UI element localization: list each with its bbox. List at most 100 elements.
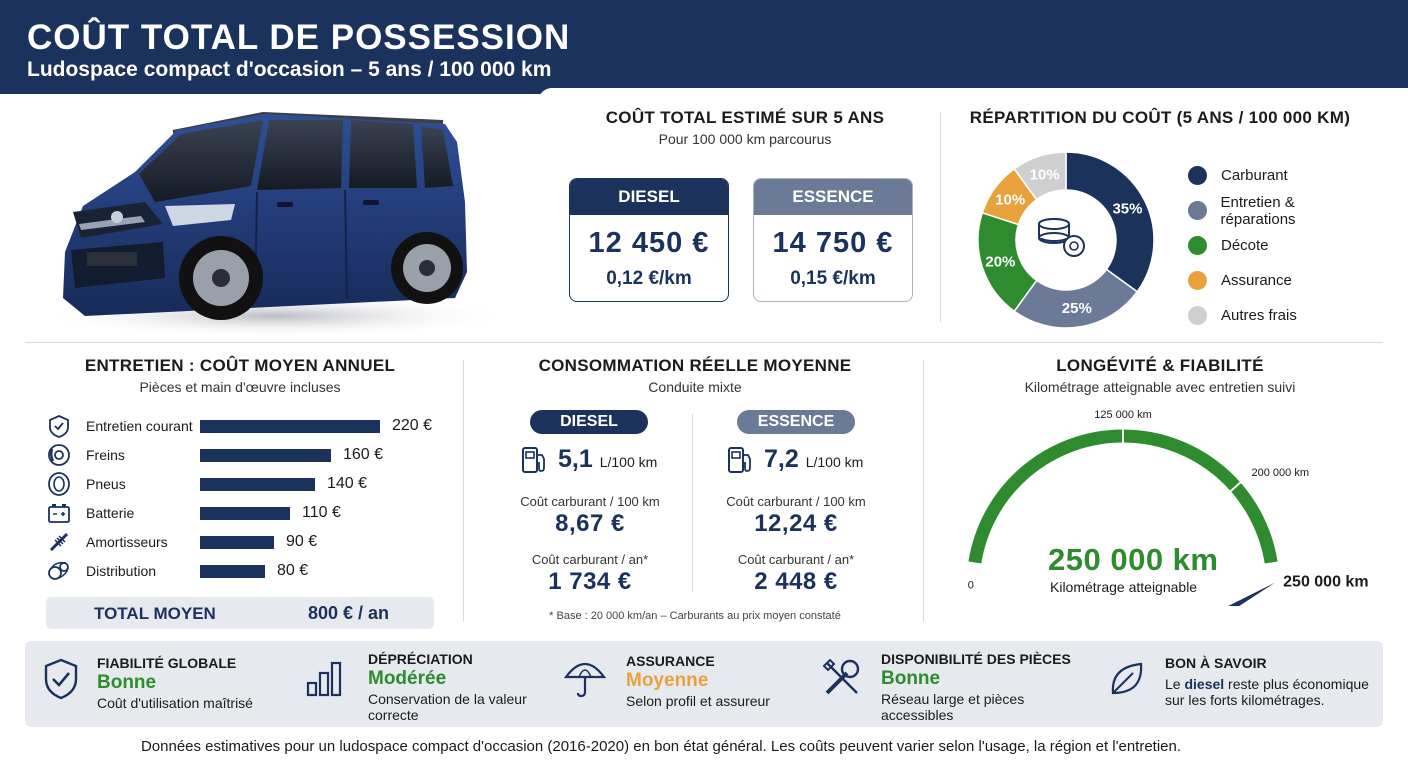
essence-cost-year-label: Coût carburant / an* xyxy=(737,552,855,567)
legend-item: Assurance xyxy=(1188,263,1370,298)
reliability-title: FIABILITÉ GLOBALE xyxy=(97,655,237,671)
insurance-desc: Selon profil et assureur xyxy=(626,693,770,709)
fuel-pump-icon xyxy=(728,447,751,473)
total-cost-section: COÛT TOTAL ESTIMÉ SUR 5 ANS Pour 100 000… xyxy=(560,108,930,318)
mileage-value: 250 000 km xyxy=(1048,542,1219,577)
essence-cost-year: 2 448 € xyxy=(754,568,838,595)
car-illustration xyxy=(25,102,515,338)
essence-pill: ESSENCE xyxy=(737,410,855,434)
maintenance-row: Batterie 110 € xyxy=(46,499,436,527)
total-cost-subtitle: Pour 100 000 km parcourus xyxy=(658,131,832,147)
legend-item: Entretien & réparations xyxy=(1188,193,1370,228)
essence-cost-100: 12,24 € xyxy=(754,510,838,537)
maintenance-row: Pneus 140 € xyxy=(46,470,436,498)
maintenance-item-label: Batterie xyxy=(86,504,135,521)
essence-cost-100-label: Coût carburant / 100 km xyxy=(726,494,866,509)
maintenance-bar xyxy=(200,448,331,462)
essence-rate: 7,2 L/100 km xyxy=(764,445,864,473)
maintenance-row: Distribution 80 € xyxy=(46,557,436,585)
longevity-subtitle: Kilométrage atteignable avec entretien s… xyxy=(1024,379,1296,395)
reliability-value: Bonne xyxy=(97,672,157,693)
maintenance-subtitle: Pièces et main d'œuvre incluses xyxy=(139,379,341,395)
parts-desc: Réseau large et pièces accessibles xyxy=(881,691,1025,723)
essence-total-amount: 14 750 € xyxy=(772,227,894,259)
diesel-cost-per-km: 0,12 €/km xyxy=(606,268,692,289)
pie-slice-label: 35% xyxy=(1112,201,1142,218)
umbrella-icon xyxy=(563,662,607,698)
tip-title: BON À SAVOIR xyxy=(1165,655,1267,671)
consumption-divider xyxy=(692,414,693,592)
diesel-cost-card: DIESEL 12 450 € 0,12 €/km xyxy=(569,178,729,302)
legend-label: Décote xyxy=(1221,237,1269,254)
tire-icon xyxy=(46,471,72,497)
maintenance-item-value: 110 € xyxy=(302,504,341,521)
pie-slice xyxy=(1065,151,1155,293)
legend-swatch xyxy=(1188,201,1207,220)
maintenance-item-value: 220 € xyxy=(392,417,433,434)
pie-slice-label: 20% xyxy=(985,253,1015,270)
header-banner: COÛT TOTAL DE POSSESSION Ludospace compa… xyxy=(0,0,1408,102)
legend-swatch xyxy=(1188,271,1207,290)
maintenance-bar xyxy=(200,506,290,520)
pie-slice-label: 25% xyxy=(1062,300,1092,317)
gauge-tick-label-end: 250 000 km xyxy=(1283,574,1368,591)
legend-item: Décote xyxy=(1188,228,1370,263)
legend-item: Autres frais xyxy=(1188,298,1370,333)
maintenance-item-label: Entretien courant xyxy=(86,417,193,434)
pie-slice-label: 10% xyxy=(1030,166,1060,183)
gauge-needle xyxy=(1228,582,1276,606)
maintenance-item-value: 140 € xyxy=(327,475,368,492)
consumption-footnote: * Base : 20 000 km/an – Carburants au pr… xyxy=(549,610,841,622)
cost-breakdown-section: RÉPARTITION DU COÛT (5 ANS / 100 000 KM)… xyxy=(950,108,1370,329)
total-label: TOTAL MOYEN xyxy=(94,604,216,623)
insurance-item: ASSURANCE Moyenne Selon profil et assure… xyxy=(563,641,803,727)
maintenance-bar xyxy=(200,477,315,491)
parts-item: DISPONIBILITÉ DES PIÈCES Bonne Réseau la… xyxy=(821,641,1081,727)
pie-slice-label: 10% xyxy=(995,191,1025,208)
tip-item: BON À SAVOIR Le diesel reste plus économ… xyxy=(1107,641,1377,727)
shock-absorber-icon xyxy=(46,529,72,555)
summary-band: FIABILITÉ GLOBALE Bonne Coût d'utilisati… xyxy=(25,641,1383,727)
diesel-cost-100-label: Coût carburant / 100 km xyxy=(520,494,660,509)
diesel-card-label: DIESEL xyxy=(570,179,728,215)
legend-item: Carburant xyxy=(1188,158,1370,193)
maintenance-bar xyxy=(200,535,274,549)
coins-icon xyxy=(1038,218,1085,257)
maintenance-row: Amortisseurs 90 € xyxy=(46,528,436,556)
maintenance-bar xyxy=(200,419,380,433)
gauge-tick-label-200: 200 000 km xyxy=(1252,467,1309,479)
parts-title: DISPONIBILITÉ DES PIÈCES xyxy=(881,651,1071,667)
diesel-cost-year-label: Coût carburant / an* xyxy=(531,552,649,567)
legend-swatch xyxy=(1188,306,1207,325)
maintenance-bar xyxy=(200,564,265,578)
legend-label: Carburant xyxy=(1221,167,1288,184)
essence-cost-card: ESSENCE 14 750 € 0,15 €/km xyxy=(753,178,913,302)
maintenance-item-label: Freins xyxy=(86,446,125,463)
reliability-desc: Coût d'utilisation maîtrisé xyxy=(97,695,253,711)
maintenance-row: Entretien courant 220 € xyxy=(46,412,436,440)
timing-belt-icon xyxy=(46,558,72,584)
diesel-cost-100: 8,67 € xyxy=(555,510,625,537)
maintenance-title: ENTRETIEN : COÛT MOYEN ANNUEL xyxy=(84,356,396,375)
maintenance-item-label: Pneus xyxy=(86,475,126,492)
longevity-section: LONGÉVITÉ & FIABILITÉ Kilométrage atteig… xyxy=(940,356,1380,636)
pie-slice xyxy=(1013,151,1067,201)
essence-card-label: ESSENCE xyxy=(754,179,912,215)
shield-check-icon xyxy=(44,658,78,700)
leaf-icon xyxy=(1111,662,1143,695)
shield-check-icon xyxy=(46,413,72,439)
maintenance-total: TOTAL MOYEN 800 € / an xyxy=(46,597,434,629)
maintenance-item-value: 80 € xyxy=(277,562,309,579)
parts-value: Bonne xyxy=(881,668,941,689)
header-cutout xyxy=(538,88,1408,102)
insurance-value: Moyenne xyxy=(626,670,709,691)
consumption-title: CONSOMMATION RÉELLE MOYENNE xyxy=(538,356,852,375)
depreciation-title: DÉPRÉCIATION xyxy=(368,651,473,667)
divider-left xyxy=(463,360,464,622)
pie-title: RÉPARTITION DU COÛT (5 ANS / 100 000 KM) xyxy=(969,108,1351,127)
consumption-subtitle: Conduite mixte xyxy=(648,379,742,395)
divider-top xyxy=(940,112,941,322)
insurance-title: ASSURANCE xyxy=(626,653,715,669)
depreciation-desc: Conservation de la valeur correcte xyxy=(368,691,527,723)
total-cost-title: COÛT TOTAL ESTIMÉ SUR 5 ANS xyxy=(605,108,885,127)
